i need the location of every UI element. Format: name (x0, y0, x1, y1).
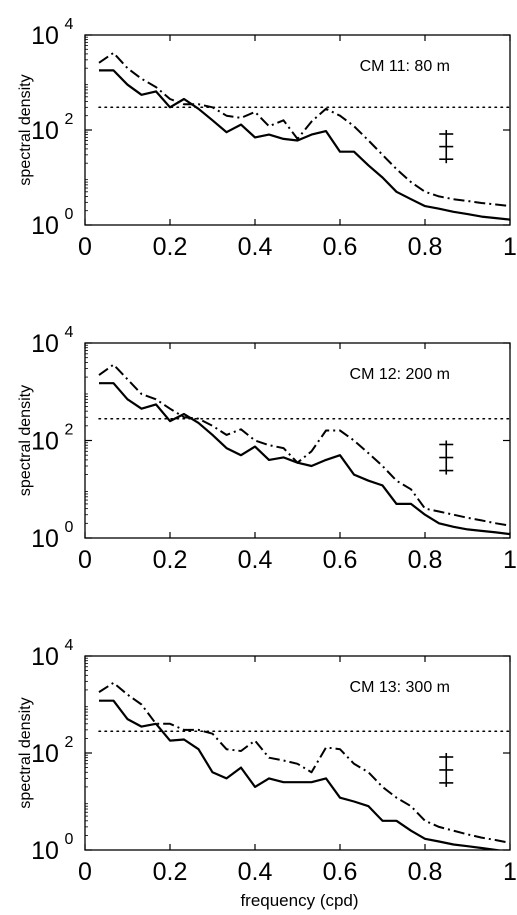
chart-panel-2: 0 0.2 0.4 0.6 0.8 1 10 0 10 2 10 4 spectral density C… (17, 324, 517, 574)
x-tick-label: 0 (78, 546, 92, 574)
x-tick-label: 0.8 (408, 858, 443, 886)
solid-series-line (99, 382, 510, 536)
x-tick-label: 0.8 (408, 546, 443, 574)
x-axis-label: frequency (cpd) (240, 891, 358, 910)
y-tick-label: 10 (31, 525, 59, 553)
x-tick-label: 0.2 (153, 546, 188, 574)
y-axis-label: spectral density (17, 385, 34, 496)
y-tick-exponent: 4 (65, 324, 74, 341)
y-axis-label: spectral density (17, 697, 34, 808)
x-tick-label: 0 (78, 858, 92, 886)
x-tick-label: 1 (503, 546, 517, 574)
y-tick-label: 10 (31, 212, 59, 240)
y-tick-label: 10 (31, 330, 59, 358)
panel-title: CM 12: 200 m (350, 366, 450, 383)
y-tick-exponent: 2 (65, 734, 74, 751)
x-tick-label: 0.4 (238, 858, 273, 886)
x-tick-label: 0.6 (323, 546, 358, 574)
y-tick-exponent: 0 (65, 519, 74, 536)
y-tick-label: 10 (31, 643, 59, 671)
dashdot-series-line (98, 681, 510, 844)
x-tick-label: 0.4 (238, 233, 273, 261)
x-tick-label: 0.2 (153, 233, 188, 261)
x-tick-label: 0 (78, 233, 92, 261)
x-tick-label: 0.8 (408, 233, 443, 261)
y-tick-label: 10 (31, 837, 59, 865)
x-tick-label: 0.2 (153, 858, 188, 886)
x-tick-label: 0.6 (323, 858, 358, 886)
dashdot-series-line (98, 51, 510, 208)
y-tick-label: 10 (31, 117, 59, 145)
y-tick-label: 10 (31, 428, 59, 456)
solid-series-line (99, 69, 510, 221)
y-tick-exponent: 0 (65, 206, 74, 223)
dashdot-series-line (98, 363, 510, 527)
y-tick-exponent: 0 (65, 831, 74, 848)
y-tick-exponent: 4 (65, 637, 74, 654)
panel-title: CM 13: 300 m (350, 679, 450, 696)
x-tick-label: 0.4 (238, 546, 273, 574)
x-tick-label: 1 (503, 233, 517, 261)
x-tick-label: 0.6 (323, 233, 358, 261)
y-tick-label: 10 (31, 22, 59, 50)
y-axis-label: spectral density (17, 74, 34, 185)
solid-series-line (99, 699, 504, 850)
chart-panel-1: 0 0.2 0.4 0.6 0.8 1 10 0 10 2 10 4 spectral density C… (17, 16, 517, 261)
panel-title: CM 11: 80 m (360, 58, 450, 75)
chart-panel-3: 0 0.2 0.4 0.6 0.8 1 10 0 10 2 10 4 spectral density f… (17, 637, 517, 910)
y-tick-label: 10 (31, 740, 59, 768)
y-tick-exponent: 2 (65, 111, 74, 128)
x-tick-label: 1 (503, 858, 517, 886)
y-tick-exponent: 2 (65, 422, 74, 439)
y-tick-exponent: 4 (65, 16, 74, 33)
